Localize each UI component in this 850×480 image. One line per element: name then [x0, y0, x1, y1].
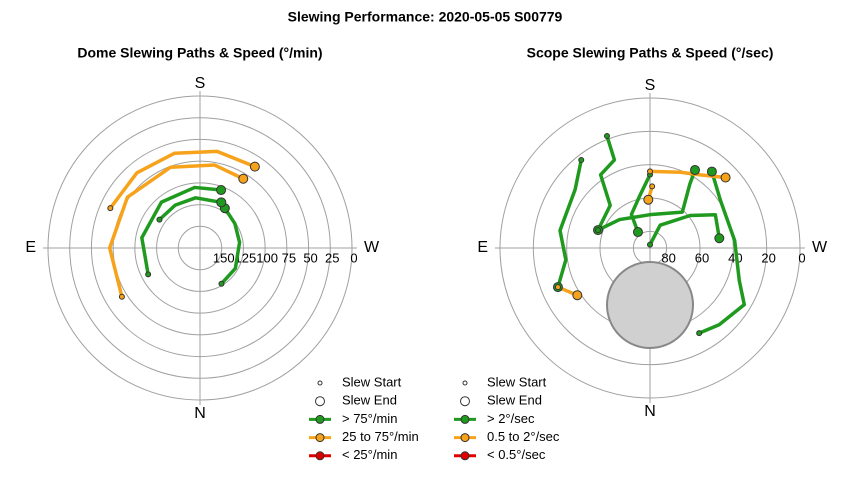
r-tick-label: 80	[661, 250, 675, 265]
slew-end	[632, 227, 643, 238]
legend-marker	[317, 380, 323, 386]
r-tick-label: 150	[213, 250, 235, 265]
legend-marker	[460, 451, 470, 461]
legend-label: Slew End	[487, 393, 542, 408]
legend-label: Slew End	[342, 393, 397, 408]
slew-start	[218, 280, 225, 287]
slew-end	[720, 172, 731, 183]
slew-path	[648, 212, 722, 246]
slew-path	[140, 185, 222, 275]
r-tick-label: 60	[695, 250, 709, 265]
legend-label: 0.5 to 2°/sec	[487, 429, 560, 444]
compass-label: N	[194, 405, 206, 422]
r-tick-label: 25	[325, 250, 339, 265]
r-tick-label: 50	[303, 250, 317, 265]
legend-label: > 2°/sec	[487, 411, 535, 426]
grid-layer	[43, 91, 357, 405]
slew-path	[596, 135, 617, 231]
slew-path	[158, 196, 222, 221]
slew-start	[603, 132, 610, 139]
slew-path	[107, 163, 245, 298]
legend-label: < 0.5°/sec	[487, 447, 546, 462]
slew-start	[696, 330, 703, 337]
slew-path	[597, 169, 697, 232]
legend-marker	[460, 433, 470, 443]
r-tick-label: 0	[350, 250, 357, 265]
exclusion-zone	[606, 261, 694, 349]
r-tick-label: 20	[761, 250, 775, 265]
grid-circle	[499, 97, 801, 399]
slew-end	[690, 165, 700, 176]
r-tick-label: 125	[235, 250, 257, 265]
slew-end	[249, 161, 260, 172]
grid-circle	[90, 138, 310, 358]
chart-title: Dome Slewing Paths & Speed (°/min)	[77, 45, 322, 61]
slew-end	[216, 197, 227, 208]
slew-path	[629, 173, 652, 233]
slew-end	[238, 173, 249, 184]
compass-label: S	[195, 75, 206, 92]
compass-label: W	[364, 239, 380, 256]
grid-circle	[156, 204, 244, 292]
legend-marker	[315, 433, 325, 443]
page-title: Slewing Performance: 2020-05-05 S00779	[288, 9, 563, 25]
grid-circle	[532, 130, 768, 366]
slew-start	[118, 293, 125, 300]
slew-path	[220, 207, 242, 285]
slew-start	[156, 216, 163, 223]
compass-label: E	[25, 239, 36, 256]
grid-circle	[47, 95, 353, 401]
slew-end	[706, 166, 717, 177]
grid-circle	[69, 117, 331, 379]
legend-label: Slew Start	[487, 374, 547, 389]
slew-end	[643, 194, 654, 205]
grid-layer	[495, 93, 805, 403]
compass-label: N	[644, 403, 656, 420]
slew-end	[714, 233, 725, 244]
slew-start	[578, 157, 585, 164]
legend-marker	[315, 414, 325, 424]
slew-end	[216, 185, 227, 196]
r-tick-label: 0	[798, 250, 805, 265]
compass-label: E	[477, 239, 488, 256]
chart-title: Scope Slewing Paths & Speed (°/sec)	[527, 45, 774, 61]
grid-circle	[134, 182, 266, 314]
slew-path	[556, 159, 583, 288]
r-tick-label: 100	[256, 250, 278, 265]
slew-start	[647, 168, 653, 175]
legend-label: > 75°/min	[342, 411, 397, 426]
legend-marker	[460, 396, 470, 407]
slew-end	[572, 290, 583, 301]
legend-label: 25 to 75°/min	[342, 429, 419, 444]
slew-start	[554, 284, 561, 291]
legend-label: < 25°/min	[342, 447, 397, 462]
slew-start	[649, 183, 656, 190]
slew-start	[107, 205, 114, 212]
legend-label: Slew Start	[342, 374, 402, 389]
legend-marker	[462, 380, 468, 386]
slew-path	[108, 149, 256, 210]
slew-start	[145, 271, 152, 278]
grid-circle	[177, 225, 223, 271]
legend-marker	[315, 396, 325, 407]
legend-marker	[460, 414, 470, 424]
compass-label: W	[812, 239, 828, 256]
legend-marker	[315, 451, 325, 461]
slew-start	[647, 241, 653, 248]
slew-path	[698, 171, 747, 335]
compass-label: S	[645, 77, 656, 94]
grid-circle	[112, 160, 288, 336]
r-tick-label: 75	[282, 250, 296, 265]
slew-start	[594, 227, 601, 234]
